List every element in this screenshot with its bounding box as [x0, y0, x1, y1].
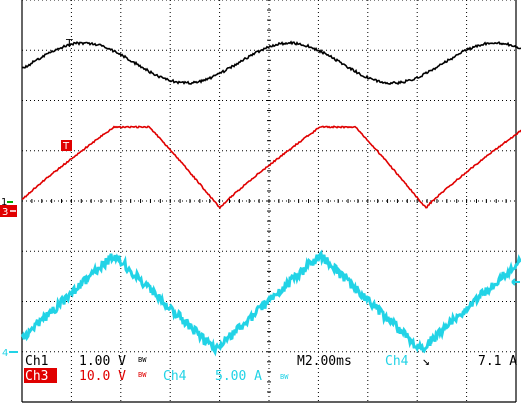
svg-text:4: 4 — [2, 348, 8, 359]
ch1-label: Ch1 — [25, 354, 48, 369]
trigger-marker-ch1: T — [65, 37, 73, 50]
ch3-scale: 10.0 V — [79, 369, 126, 384]
ch4-label: Ch4 — [163, 369, 187, 384]
ch1-bandwidth-icon: BW — [138, 356, 147, 364]
ch3-label: Ch3 — [25, 369, 48, 384]
svg-text:3: 3 — [2, 207, 8, 218]
ch1-scale: 1.00 V — [79, 354, 126, 369]
trigger-source: Ch4 — [385, 354, 409, 369]
trigger-marker-ch3: T — [61, 140, 72, 152]
ch3-bandwidth-icon: BW — [138, 371, 147, 379]
ch3-ground-marker: 3 — [0, 205, 17, 218]
trigger-slope-icon: ↘ — [422, 354, 430, 369]
trigger-level: 7.1 A — [478, 354, 517, 369]
ch4-scale: 5.00 A — [215, 369, 262, 384]
ch4-bandwidth-icon: BW — [280, 373, 289, 381]
svg-text:T: T — [62, 141, 70, 152]
timebase-readout: M2.00ms — [297, 354, 352, 369]
